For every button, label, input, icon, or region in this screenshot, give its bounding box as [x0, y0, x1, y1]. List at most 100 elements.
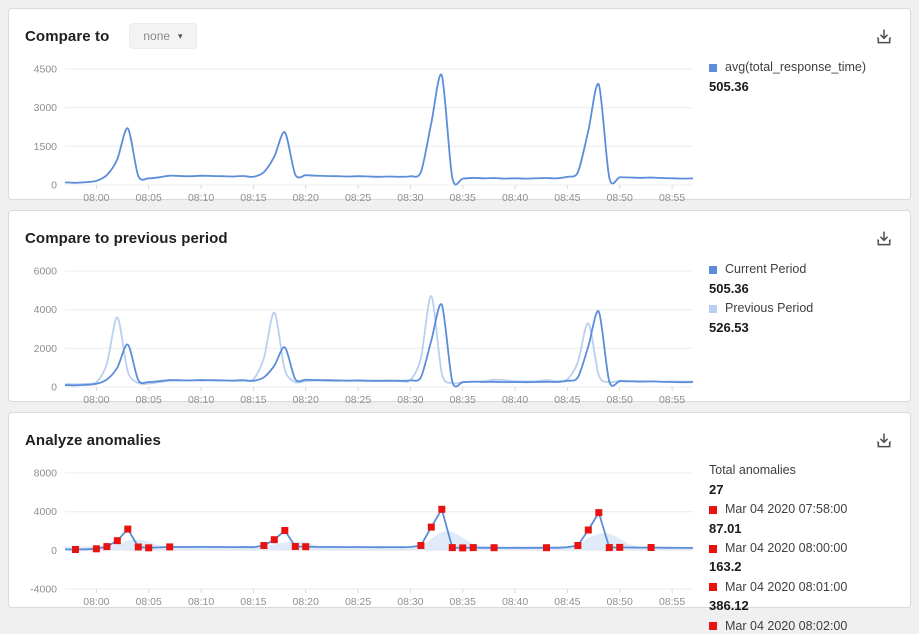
x-axis-tick-label: 08:50 — [607, 394, 633, 406]
x-axis-tick-label: 08:30 — [397, 192, 423, 204]
anomaly-marker — [449, 544, 456, 551]
total-anomalies-value: 27 — [709, 482, 917, 498]
x-axis-tick-label: 08:55 — [659, 192, 685, 204]
anomaly-marker — [292, 543, 299, 550]
total-anomalies-label: Total anomalies — [709, 463, 917, 479]
y-axis-tick-label: 0 — [51, 545, 57, 557]
x-axis-tick-label: 08:40 — [502, 394, 528, 406]
download-icon[interactable] — [874, 229, 894, 249]
x-axis-tick-label: 08:05 — [136, 596, 162, 608]
anomaly-marker — [166, 543, 173, 550]
anomaly-marker — [585, 527, 592, 534]
download-icon[interactable] — [874, 27, 894, 47]
series-swatch — [709, 64, 717, 72]
anomaly-marker — [417, 542, 424, 549]
x-axis-tick-label: 08:05 — [136, 394, 162, 406]
anomaly-marker — [438, 506, 445, 513]
anomaly-marker — [135, 544, 142, 551]
x-axis-tick-label: 08:25 — [345, 394, 371, 406]
series-line-avg(total_response_time) — [65, 74, 693, 184]
x-axis-tick-label: 08:15 — [240, 394, 266, 406]
download-icon[interactable] — [874, 431, 894, 451]
legend-item[interactable]: avg(total_response_time) — [709, 60, 917, 76]
anomaly-legend-item[interactable]: Mar 04 2020 07:58:00 — [709, 502, 917, 518]
anomaly-value: 163.2 — [709, 559, 917, 575]
anomaly-marker — [145, 544, 152, 551]
anomaly-marker — [574, 542, 581, 549]
anomaly-value: 87.01 — [709, 521, 917, 537]
series-value: 505.36 — [709, 281, 917, 297]
anomaly-marker — [428, 524, 435, 531]
compare-to-dropdown[interactable]: none ▾ — [129, 23, 196, 49]
y-axis-tick-label: 4500 — [34, 64, 58, 76]
anomaly-marker — [72, 546, 79, 553]
anomaly-marker — [470, 544, 477, 551]
x-axis-tick-label: 08:10 — [188, 596, 214, 608]
y-axis-tick-label: 8000 — [34, 468, 58, 480]
series-value: 505.36 — [709, 79, 917, 95]
x-axis-tick-label: 08:35 — [450, 192, 476, 204]
x-axis-tick-label: 08:10 — [188, 192, 214, 204]
series-value: 526.53 — [709, 320, 917, 336]
x-axis-tick-label: 08:00 — [83, 394, 109, 406]
panel-header: Compare to previous period — [9, 211, 910, 257]
anomaly-swatch — [709, 583, 717, 591]
series-swatch — [709, 266, 717, 274]
anomaly-marker — [93, 545, 100, 552]
legend-item[interactable]: Current Period — [709, 262, 917, 278]
anomaly-time: Mar 04 2020 08:02:00 — [725, 619, 847, 634]
anomaly-marker — [302, 543, 309, 550]
legend-item[interactable]: Previous Period — [709, 301, 917, 317]
series-swatch — [709, 305, 717, 313]
anomaly-legend-item[interactable]: Mar 04 2020 08:01:00 — [709, 580, 917, 596]
x-axis-tick-label: 08:30 — [397, 596, 423, 608]
anomaly-swatch — [709, 506, 717, 514]
anomaly-marker — [103, 543, 110, 550]
y-axis-tick-label: 1500 — [34, 141, 58, 153]
x-axis-tick-label: 08:45 — [554, 394, 580, 406]
x-axis-tick-label: 08:20 — [293, 394, 319, 406]
anomaly-value: 386.12 — [709, 598, 917, 614]
x-axis-tick-label: 08:30 — [397, 394, 423, 406]
y-axis-tick-label: 4000 — [34, 304, 58, 316]
x-axis-tick-label: 08:20 — [293, 192, 319, 204]
x-axis-tick-label: 08:00 — [83, 192, 109, 204]
y-axis-tick-label: 0 — [51, 180, 57, 192]
anomaly-marker — [616, 544, 623, 551]
anomaly-marker — [124, 526, 131, 533]
anomaly-swatch — [709, 622, 717, 630]
anomaly-marker — [543, 544, 550, 551]
chevron-down-icon: ▾ — [178, 32, 183, 41]
anomaly-marker — [271, 536, 278, 543]
x-axis-tick-label: 08:35 — [450, 596, 476, 608]
legend-compare-previous: Current Period 505.36 Previous Period 52… — [709, 261, 917, 340]
dropdown-value: none — [143, 29, 170, 43]
series-label: avg(total_response_time) — [725, 60, 866, 76]
y-axis-tick-label: 2000 — [34, 343, 58, 355]
anomaly-time: Mar 04 2020 08:01:00 — [725, 580, 847, 596]
y-axis-tick-label: 6000 — [34, 266, 58, 278]
x-axis-tick-label: 08:35 — [450, 394, 476, 406]
x-axis-tick-label: 08:50 — [607, 192, 633, 204]
x-axis-tick-label: 08:40 — [502, 596, 528, 608]
x-axis-tick-label: 08:05 — [136, 192, 162, 204]
x-axis-tick-label: 08:55 — [659, 394, 685, 406]
x-axis-tick-label: 08:15 — [240, 192, 266, 204]
anomaly-legend-item[interactable]: Mar 04 2020 08:02:00 — [709, 619, 917, 634]
x-axis-tick-label: 08:55 — [659, 596, 685, 608]
anomaly-swatch — [709, 545, 717, 553]
panel-title: Compare to — [25, 28, 109, 45]
anomaly-marker — [606, 544, 613, 551]
anomaly-legend-item[interactable]: Mar 04 2020 08:00:00 — [709, 541, 917, 557]
x-axis-tick-label: 08:40 — [502, 192, 528, 204]
x-axis-tick-label: 08:45 — [554, 596, 580, 608]
anomaly-marker — [459, 544, 466, 551]
x-axis-tick-label: 08:25 — [345, 596, 371, 608]
legend-compare-to: avg(total_response_time) 505.36 — [709, 59, 917, 99]
x-axis-tick-label: 08:25 — [345, 192, 371, 204]
x-axis-tick-label: 08:45 — [554, 192, 580, 204]
